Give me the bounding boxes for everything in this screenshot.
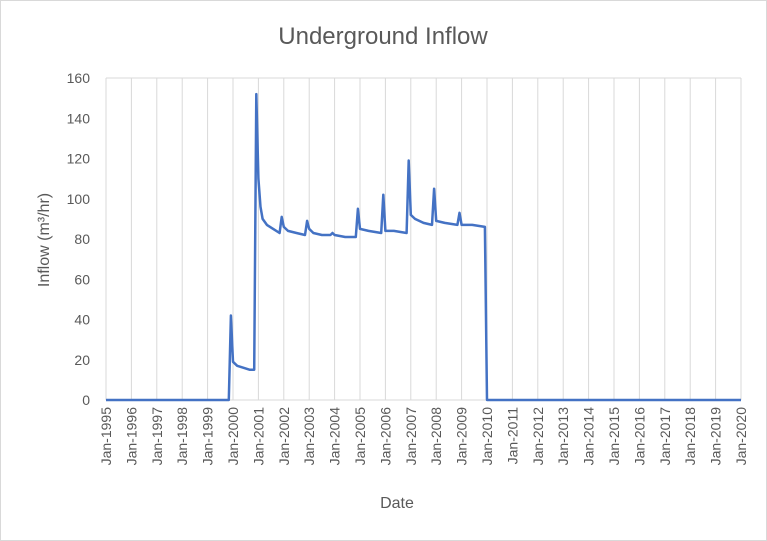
x-tick-label: Jan-1995: [98, 407, 114, 466]
x-tick-label: Jan-2009: [454, 407, 470, 466]
x-tick-label: Jan-2010: [479, 407, 495, 466]
y-tick-label: 160: [67, 70, 91, 86]
x-tick-labels: Jan-1995 Jan-1996 Jan-1997 Jan-1998 Jan-1999…: [98, 407, 749, 466]
y-axis-label: Inflow (m³/hr): [36, 193, 53, 287]
x-tick-label: Jan-1998: [174, 407, 190, 466]
y-tick-label: 60: [74, 271, 90, 287]
x-tick-label: Jan-2017: [657, 407, 673, 466]
x-tick-label: Jan-2019: [708, 407, 724, 466]
y-tick-label: 120: [67, 151, 91, 167]
y-tick-label: 80: [74, 231, 90, 247]
y-tick-label: 140: [67, 110, 91, 126]
chart-title: Underground Inflow: [278, 23, 488, 50]
y-tick-label: 100: [67, 191, 91, 207]
x-tick-label: Jan-1996: [123, 407, 139, 466]
x-tick-label: Jan-2007: [403, 407, 419, 466]
x-tick-label: Jan-2002: [276, 407, 292, 466]
x-tick-label: Jan-2001: [250, 407, 266, 466]
x-tick-label: Jan-2004: [327, 407, 343, 466]
x-tick-label: Jan-2020: [733, 407, 749, 466]
inflow-series-line: [106, 92, 741, 402]
axes: [106, 77, 741, 401]
x-tick-label: Jan-2008: [428, 407, 444, 466]
x-tick-label: Jan-1997: [149, 407, 165, 466]
x-tick-label: Jan-2014: [581, 407, 597, 466]
x-axis-label: Date: [380, 495, 414, 512]
x-tick-label: Jan-2015: [606, 407, 622, 466]
x-tick-label: Jan-2016: [631, 407, 647, 466]
x-tick-label: Jan-2013: [555, 407, 571, 466]
x-tick-label: Jan-2012: [530, 407, 546, 466]
grid: [105, 78, 742, 400]
y-tick-labels: 0 20 40 60 80 100 120 140 160: [67, 70, 91, 408]
y-tick-label: 40: [74, 312, 90, 328]
y-tick-label: 0: [82, 392, 90, 408]
x-tick-label: Jan-1999: [200, 407, 216, 466]
x-tick-label: Jan-2018: [682, 407, 698, 466]
x-tick-label: Jan-2006: [377, 407, 393, 466]
x-tick-label: Jan-2005: [352, 407, 368, 466]
series-group: [106, 92, 741, 402]
x-tick-label: Jan-2000: [225, 407, 241, 466]
x-tick-label: Jan-2011: [504, 407, 520, 465]
x-tick-label: Jan-2003: [301, 407, 317, 466]
y-tick-label: 20: [74, 352, 90, 368]
